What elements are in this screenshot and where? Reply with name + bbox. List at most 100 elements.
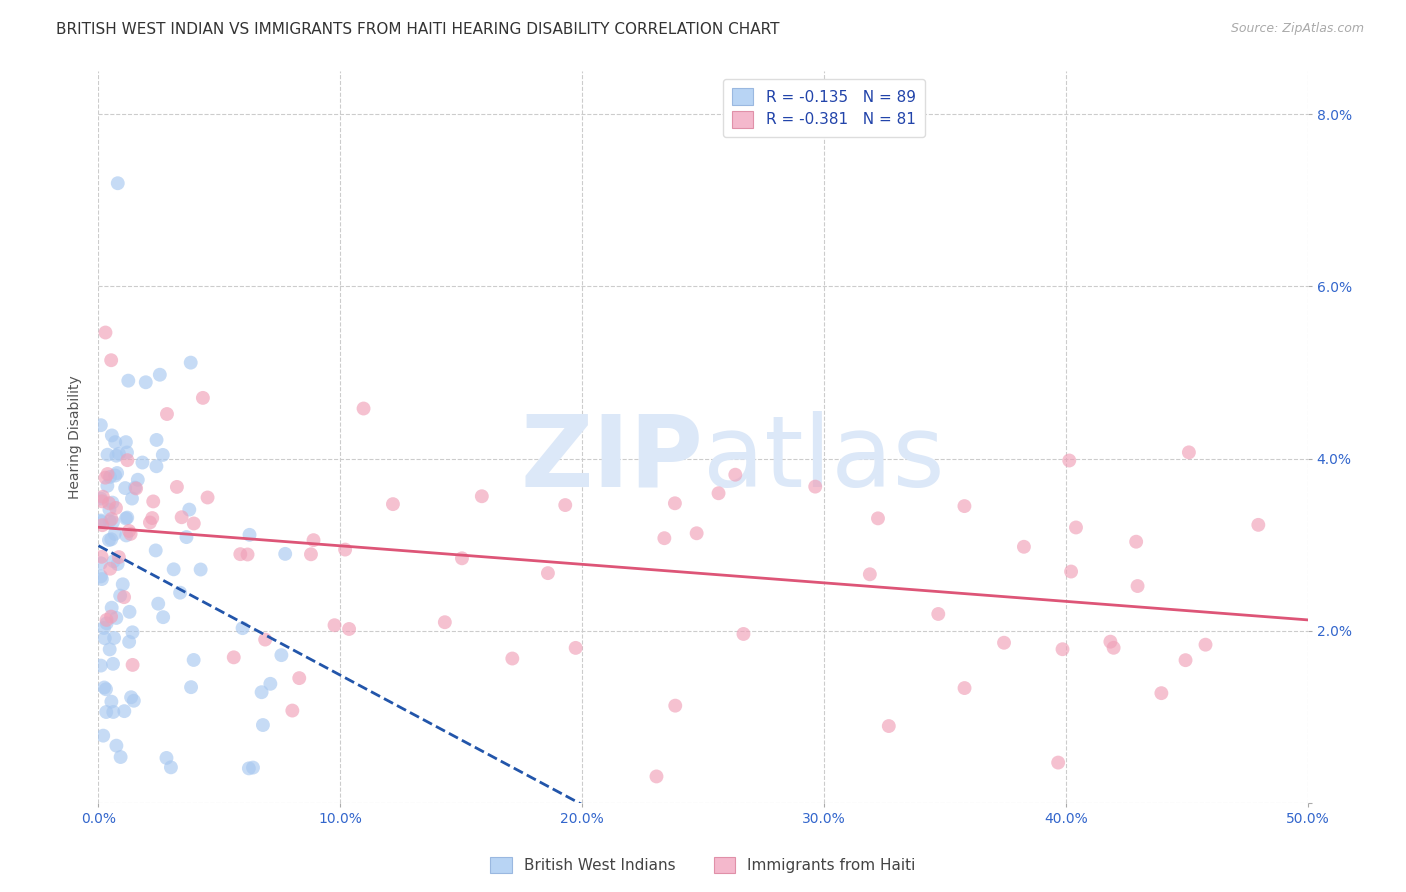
Point: [100, 533, 122, 547]
Point: [101, 515, 124, 529]
Text: BRITISH WEST INDIAN VS IMMIGRANTS FROM HAITI HEARING DISABILITY CORRELATION CHAR: BRITISH WEST INDIAN VS IMMIGRANTS FROM H…: [56, 22, 780, 37]
Point: [149, 368, 172, 382]
Point: [100, 609, 122, 624]
Point: [259, 677, 281, 691]
Point: [1126, 579, 1149, 593]
Point: [252, 718, 274, 732]
Point: [176, 530, 198, 544]
Point: [142, 494, 165, 508]
Point: [90, 418, 112, 433]
Point: [94, 631, 117, 645]
Point: [145, 433, 167, 447]
Point: [90, 513, 112, 527]
Point: [98, 470, 121, 484]
Point: [537, 566, 560, 581]
Point: [877, 719, 900, 733]
Point: [1150, 686, 1173, 700]
Point: [117, 453, 139, 467]
Point: [108, 589, 131, 603]
Point: [121, 491, 143, 506]
Point: [96, 616, 118, 631]
Point: [96, 613, 118, 627]
Point: [115, 511, 138, 525]
Point: [107, 557, 129, 571]
Point: [288, 671, 311, 685]
Point: [145, 459, 167, 474]
Point: [166, 480, 188, 494]
Point: [270, 648, 292, 662]
Point: [120, 690, 142, 705]
Point: [104, 435, 127, 450]
Point: [90, 491, 112, 506]
Point: [645, 769, 668, 783]
Point: [353, 401, 375, 416]
Point: [866, 511, 889, 525]
Point: [1012, 540, 1035, 554]
Legend: British West Indians, Immigrants from Haiti: British West Indians, Immigrants from Ha…: [484, 851, 922, 880]
Point: [180, 680, 202, 694]
Point: [222, 650, 245, 665]
Point: [381, 497, 404, 511]
Point: [135, 376, 157, 390]
Point: [115, 528, 138, 542]
Point: [90, 569, 112, 583]
Point: [115, 435, 138, 450]
Text: ZIP: ZIP: [520, 410, 703, 508]
Point: [112, 590, 135, 604]
Point: [111, 577, 134, 591]
Point: [96, 705, 118, 719]
Y-axis label: Hearing Disability: Hearing Disability: [69, 376, 83, 499]
Point: [564, 640, 586, 655]
Point: [104, 527, 127, 541]
Point: [281, 704, 304, 718]
Point: [242, 761, 264, 775]
Point: [90, 515, 112, 529]
Point: [115, 445, 138, 459]
Point: [664, 496, 686, 510]
Point: [1178, 445, 1201, 459]
Point: [163, 562, 186, 576]
Point: [91, 729, 114, 743]
Point: [104, 500, 127, 515]
Point: [433, 615, 456, 630]
Point: [554, 498, 576, 512]
Point: [100, 600, 122, 615]
Point: [685, 526, 707, 541]
Point: [97, 467, 120, 481]
Point: [191, 391, 214, 405]
Point: [1099, 634, 1122, 648]
Point: [236, 548, 259, 562]
Point: [804, 480, 827, 494]
Point: [97, 533, 120, 547]
Point: [323, 618, 346, 632]
Point: [105, 449, 128, 463]
Point: [1194, 638, 1216, 652]
Point: [101, 657, 124, 671]
Point: [155, 751, 177, 765]
Point: [993, 636, 1015, 650]
Point: [120, 527, 142, 541]
Point: [1174, 653, 1197, 667]
Point: [152, 610, 174, 624]
Point: [190, 562, 212, 576]
Point: [121, 625, 143, 640]
Point: [170, 510, 193, 524]
Point: [451, 551, 474, 566]
Point: [90, 557, 112, 571]
Point: [707, 486, 730, 500]
Point: [1047, 756, 1070, 770]
Point: [100, 353, 122, 368]
Point: [238, 528, 260, 542]
Point: [90, 549, 112, 564]
Point: [90, 658, 112, 673]
Point: [927, 607, 949, 621]
Point: [118, 635, 141, 649]
Point: [169, 585, 191, 599]
Point: [107, 176, 129, 190]
Point: [733, 627, 755, 641]
Point: [254, 632, 277, 647]
Text: Source: ZipAtlas.com: Source: ZipAtlas.com: [1230, 22, 1364, 36]
Point: [94, 470, 117, 484]
Point: [180, 356, 202, 370]
Point: [105, 466, 128, 480]
